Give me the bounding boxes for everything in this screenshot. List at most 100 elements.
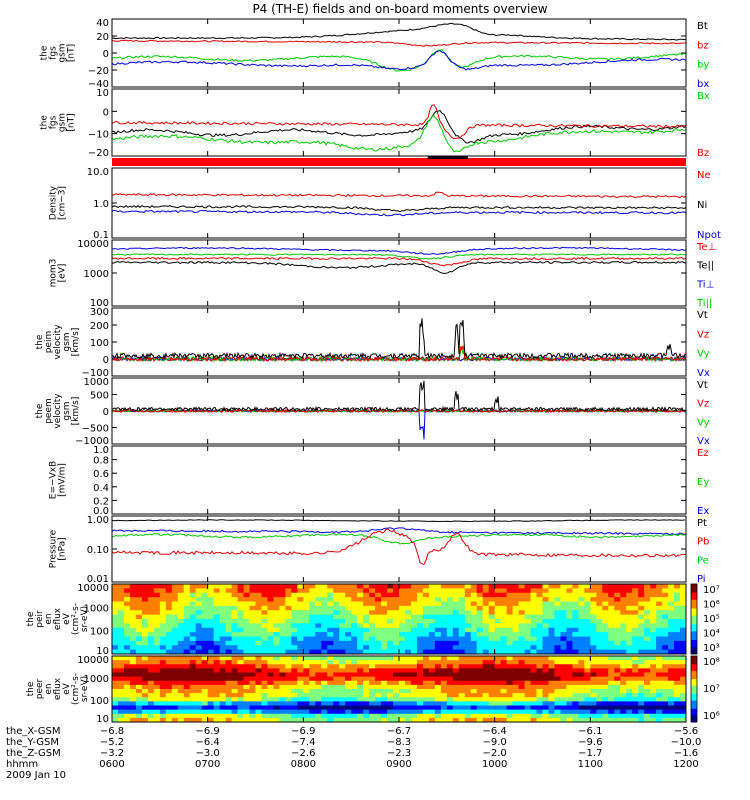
heatmap-cell xyxy=(219,636,227,642)
ytick-label: 1000 xyxy=(84,269,109,280)
heatmap-cell xyxy=(428,672,436,678)
heatmap-cell xyxy=(524,672,531,678)
heatmap-cell xyxy=(219,672,227,678)
heatmap-cell xyxy=(608,640,615,646)
colorbar-cell xyxy=(691,652,697,655)
chart-title: P4 (TH-E) fields and on-board moments ov… xyxy=(252,2,547,16)
heatmap-cell xyxy=(225,664,232,669)
heatmap-cell xyxy=(590,684,597,690)
heatmap-cell xyxy=(602,656,609,661)
heatmap-cell xyxy=(578,676,585,682)
heatmap-cell xyxy=(315,693,322,698)
heatmap-cell xyxy=(572,689,579,694)
heatmap-cell xyxy=(668,614,675,620)
heatmap-cell xyxy=(267,689,274,694)
heatmap-cell xyxy=(662,588,669,594)
heatmap-cell xyxy=(530,697,537,702)
heatmap-cell xyxy=(596,676,603,682)
heatmap-cell xyxy=(584,672,591,678)
heatmap-cell xyxy=(177,640,185,646)
heatmap-cell xyxy=(668,632,675,637)
heatmap-cell xyxy=(315,713,322,719)
heatmap-cell xyxy=(387,709,394,715)
heatmap-cell xyxy=(351,664,358,669)
heatmap-cell xyxy=(506,597,514,602)
heatmap-cell xyxy=(680,717,687,723)
heatmap-cell xyxy=(446,645,454,651)
heatmap-cell xyxy=(482,697,490,702)
heatmap-cell xyxy=(279,717,286,723)
heatmap-cell xyxy=(572,640,579,646)
heatmap-cell xyxy=(506,701,514,706)
heatmap-cell xyxy=(644,601,651,607)
heatmap-cell xyxy=(213,705,221,711)
heatmap-cell xyxy=(291,636,298,642)
heatmap-cell xyxy=(141,640,149,646)
heatmap-cell xyxy=(375,649,382,655)
heatmap-cell xyxy=(135,619,143,624)
heatmap-cell xyxy=(345,623,352,629)
heatmap-cell xyxy=(112,619,119,624)
ylabel: the xyxy=(26,611,36,626)
heatmap-cell xyxy=(650,597,657,602)
heatmap-cell xyxy=(141,649,149,655)
heatmap-cell xyxy=(267,713,274,719)
heatmap-cell xyxy=(548,680,555,686)
ytick-label: 0.10 xyxy=(87,545,109,556)
heatmap-cell xyxy=(494,713,502,719)
heatmap-cell xyxy=(399,676,406,682)
heatmap-cell xyxy=(141,610,149,616)
heatmap-cell xyxy=(273,705,280,711)
heatmap-cell xyxy=(189,645,197,651)
heatmap-cell xyxy=(548,588,555,594)
colorbar-cell xyxy=(691,648,697,651)
heatmap-cell xyxy=(261,627,268,633)
heatmap-cell xyxy=(381,697,388,702)
heatmap-cell xyxy=(297,713,304,719)
colorbar-cell xyxy=(691,679,697,682)
heatmap-cell xyxy=(393,656,400,661)
heatmap-cell xyxy=(500,676,508,682)
heatmap-cell xyxy=(237,597,244,602)
ylabel: [km/s] xyxy=(71,328,81,357)
heatmap-cell xyxy=(608,717,615,723)
heatmap-cell xyxy=(464,705,472,711)
heatmap-cell xyxy=(279,649,286,655)
heatmap-cell xyxy=(321,632,328,637)
heatmap-cell xyxy=(183,705,191,711)
heatmap-cell xyxy=(213,592,221,598)
heatmap-cell xyxy=(285,584,292,589)
heatmap-cell xyxy=(255,693,262,698)
heatmap-cell xyxy=(171,588,179,594)
heatmap-cell xyxy=(207,705,215,711)
heatmap-cell xyxy=(626,605,633,611)
heatmap-cell xyxy=(327,623,334,629)
heatmap-cell xyxy=(668,668,675,673)
ytick-label: 10.0 xyxy=(87,167,109,178)
heatmap-cell xyxy=(249,597,256,602)
heatmap-cell xyxy=(638,676,645,682)
heatmap-cell xyxy=(363,684,370,690)
ytick-label: 100 xyxy=(90,696,109,707)
heatmap-cell xyxy=(512,684,519,690)
xaxis-tick-label: −1.6 xyxy=(674,748,698,759)
heatmap-cell xyxy=(650,623,657,629)
heatmap-cell xyxy=(147,597,155,602)
legend-entry: Pb xyxy=(697,537,709,548)
heatmap-cell xyxy=(321,645,328,651)
heatmap-cell xyxy=(357,684,364,690)
heatmap-cell xyxy=(548,689,555,694)
heatmap-cell xyxy=(614,584,621,589)
heatmap-cell xyxy=(183,693,191,698)
colorbar-cell xyxy=(691,710,697,713)
heatmap-cell xyxy=(620,672,627,678)
heatmap-cell xyxy=(135,684,143,690)
heatmap-cell xyxy=(387,636,394,642)
heatmap-cell xyxy=(644,664,651,669)
heatmap-cell xyxy=(141,627,149,633)
heatmap-cell xyxy=(410,676,418,682)
heatmap-cell xyxy=(542,601,549,607)
ytick-label: 0.4 xyxy=(93,483,109,494)
heatmap-cell xyxy=(357,627,364,633)
heatmap-cell xyxy=(482,640,490,646)
